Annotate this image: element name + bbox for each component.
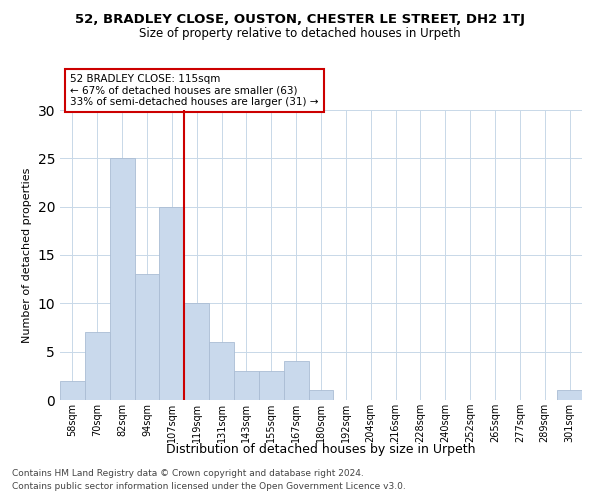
Bar [110, 158, 134, 400]
Bar [134, 274, 160, 400]
Y-axis label: Number of detached properties: Number of detached properties [22, 168, 32, 342]
Text: Distribution of detached houses by size in Urpeth: Distribution of detached houses by size … [166, 442, 476, 456]
Bar [209, 342, 234, 400]
Bar [284, 362, 308, 400]
Text: Contains HM Land Registry data © Crown copyright and database right 2024.: Contains HM Land Registry data © Crown c… [12, 468, 364, 477]
Bar [557, 390, 582, 400]
Bar [234, 371, 259, 400]
Bar [308, 390, 334, 400]
Bar [85, 332, 110, 400]
Bar [184, 304, 209, 400]
Text: 52, BRADLEY CLOSE, OUSTON, CHESTER LE STREET, DH2 1TJ: 52, BRADLEY CLOSE, OUSTON, CHESTER LE ST… [75, 12, 525, 26]
Text: Size of property relative to detached houses in Urpeth: Size of property relative to detached ho… [139, 28, 461, 40]
Bar [259, 371, 284, 400]
Bar [60, 380, 85, 400]
Text: 52 BRADLEY CLOSE: 115sqm
← 67% of detached houses are smaller (63)
33% of semi-d: 52 BRADLEY CLOSE: 115sqm ← 67% of detach… [70, 74, 319, 107]
Bar [160, 206, 184, 400]
Text: Contains public sector information licensed under the Open Government Licence v3: Contains public sector information licen… [12, 482, 406, 491]
